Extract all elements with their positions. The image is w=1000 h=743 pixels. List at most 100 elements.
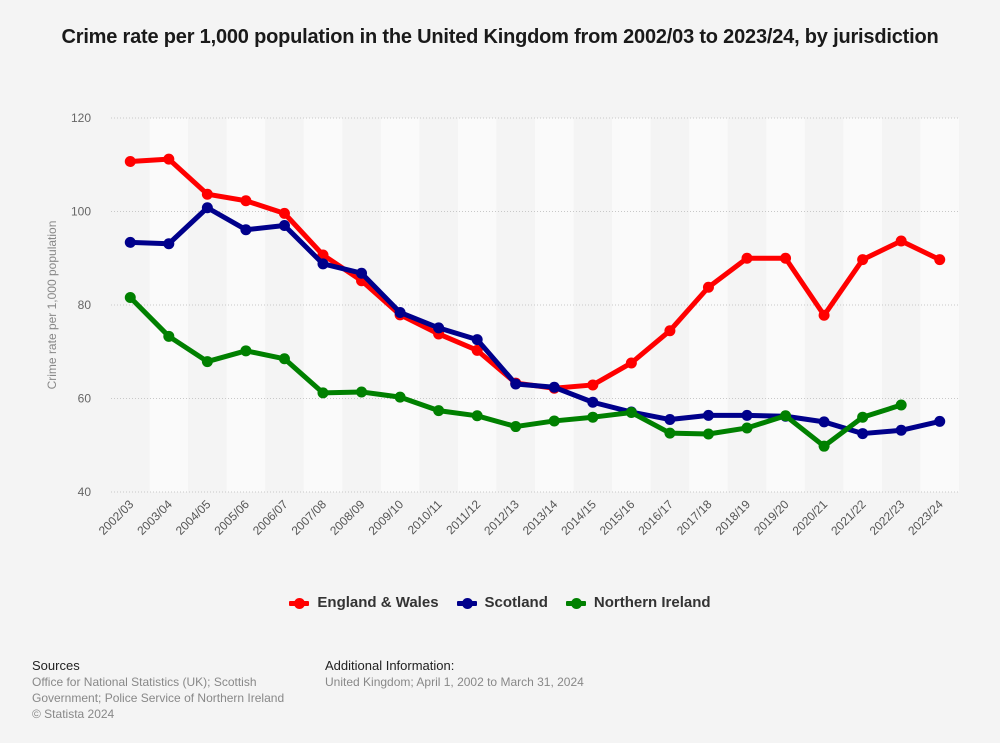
series-group — [124, 153, 946, 452]
legend-marker-icon — [565, 597, 586, 609]
x-tick-label: 2015/16 — [597, 497, 638, 538]
y-tick-label: 40 — [78, 485, 92, 499]
x-tick-label: 2008/09 — [327, 497, 368, 538]
data-point[interactable] — [394, 306, 406, 318]
legend-item-northern-ireland[interactable]: Northern Ireland — [565, 594, 711, 611]
data-point[interactable] — [780, 252, 792, 264]
data-point[interactable] — [934, 415, 946, 427]
sources-heading: Sources — [32, 658, 80, 673]
x-tick-label: 2013/14 — [520, 497, 561, 538]
x-tick-label: 2004/05 — [173, 497, 214, 538]
data-point[interactable] — [548, 415, 560, 427]
data-point[interactable] — [317, 387, 329, 399]
data-point[interactable] — [587, 379, 599, 391]
data-point[interactable] — [702, 409, 714, 421]
data-point[interactable] — [702, 428, 714, 440]
data-point[interactable] — [934, 254, 946, 266]
data-point[interactable] — [124, 155, 136, 167]
data-point[interactable] — [741, 252, 753, 264]
column-band — [612, 118, 651, 492]
data-point[interactable] — [240, 195, 252, 207]
data-point[interactable] — [201, 356, 213, 368]
x-tick-label: 2010/11 — [405, 497, 445, 537]
data-point[interactable] — [818, 309, 830, 321]
x-tick-label: 2014/15 — [558, 497, 599, 538]
data-point[interactable] — [240, 224, 252, 236]
data-point[interactable] — [278, 353, 290, 365]
data-point[interactable] — [163, 238, 175, 250]
column-band — [303, 118, 343, 492]
data-point[interactable] — [471, 344, 483, 356]
x-tick-label: 2019/20 — [751, 497, 792, 538]
y-tick-label: 100 — [71, 205, 91, 219]
data-point[interactable] — [240, 345, 252, 357]
data-point[interactable] — [356, 267, 368, 279]
data-point[interactable] — [510, 378, 522, 390]
x-tick-label: 2009/10 — [366, 497, 407, 538]
data-point[interactable] — [587, 411, 599, 423]
legend-marker-icon — [456, 597, 477, 609]
legend-marker-icon — [289, 597, 310, 609]
data-point[interactable] — [857, 254, 869, 266]
data-point[interactable] — [895, 399, 907, 411]
data-point[interactable] — [124, 292, 136, 304]
data-point[interactable] — [124, 236, 136, 248]
data-point[interactable] — [780, 410, 792, 422]
data-point[interactable] — [857, 428, 869, 440]
series-northern-ireland — [124, 292, 907, 452]
data-point[interactable] — [548, 381, 560, 393]
column-band — [766, 118, 805, 492]
data-point[interactable] — [317, 258, 329, 270]
y-tick-label: 120 — [71, 111, 91, 125]
x-tick-label: 2011/12 — [443, 497, 483, 537]
data-point[interactable] — [664, 427, 676, 439]
data-point[interactable] — [857, 411, 869, 423]
data-point[interactable] — [895, 424, 907, 436]
data-point[interactable] — [625, 357, 637, 369]
data-point[interactable] — [625, 407, 637, 419]
sources-block: Sources Office for National Statistics (… — [32, 658, 302, 722]
y-tick-label: 60 — [78, 392, 92, 406]
data-point[interactable] — [163, 153, 175, 165]
data-point[interactable] — [664, 414, 676, 426]
data-point[interactable] — [356, 386, 368, 398]
line-chart: 40 60 80 100 120 2002/032003/042004/052005/0… — [45, 111, 959, 538]
sources-line[interactable]: Government; Police Service of Northern I… — [32, 691, 285, 705]
chart-title: Crime rate per 1,000 population in the U… — [61, 26, 939, 48]
data-point[interactable] — [433, 322, 445, 334]
y-axis-title: Crime rate per 1,000 population — [45, 221, 59, 390]
legend-item-england-wales[interactable]: England & Wales — [289, 594, 439, 611]
legend-item-scotland[interactable]: Scotland — [456, 594, 548, 611]
data-point[interactable] — [201, 202, 213, 214]
x-tick-label: 2022/23 — [867, 497, 908, 538]
data-point[interactable] — [895, 235, 907, 247]
data-point[interactable] — [201, 188, 213, 200]
x-tick-label: 2017/18 — [674, 497, 715, 538]
data-point[interactable] — [471, 334, 483, 346]
x-tick-label: 2005/06 — [211, 497, 252, 538]
legend-label: Northern Ireland — [593, 594, 711, 611]
data-point[interactable] — [741, 422, 753, 434]
data-point[interactable] — [587, 396, 599, 408]
y-tick-label: 80 — [78, 298, 92, 312]
data-point[interactable] — [394, 391, 406, 403]
data-point[interactable] — [818, 440, 830, 452]
sources-line[interactable]: Office for National Statistics (UK); Sco… — [32, 675, 257, 689]
data-point[interactable] — [471, 410, 483, 422]
x-tick-label: 2020/21 — [790, 497, 831, 538]
data-point[interactable] — [510, 421, 522, 433]
data-point[interactable] — [741, 409, 753, 421]
data-point[interactable] — [163, 330, 175, 342]
series-scotland — [124, 202, 946, 440]
x-tick-label: 2003/04 — [134, 497, 175, 538]
data-point[interactable] — [702, 281, 714, 293]
x-tick-label: 2007/08 — [289, 497, 330, 538]
data-point[interactable] — [433, 405, 445, 417]
data-point[interactable] — [818, 416, 830, 428]
legend-label: England & Wales — [317, 594, 439, 611]
data-point[interactable] — [664, 325, 676, 337]
additional-info-block: Additional Information: United Kingdom; … — [325, 658, 725, 690]
data-point[interactable] — [278, 207, 290, 219]
data-point[interactable] — [278, 220, 290, 232]
x-tick-label: 2021/22 — [828, 497, 869, 538]
